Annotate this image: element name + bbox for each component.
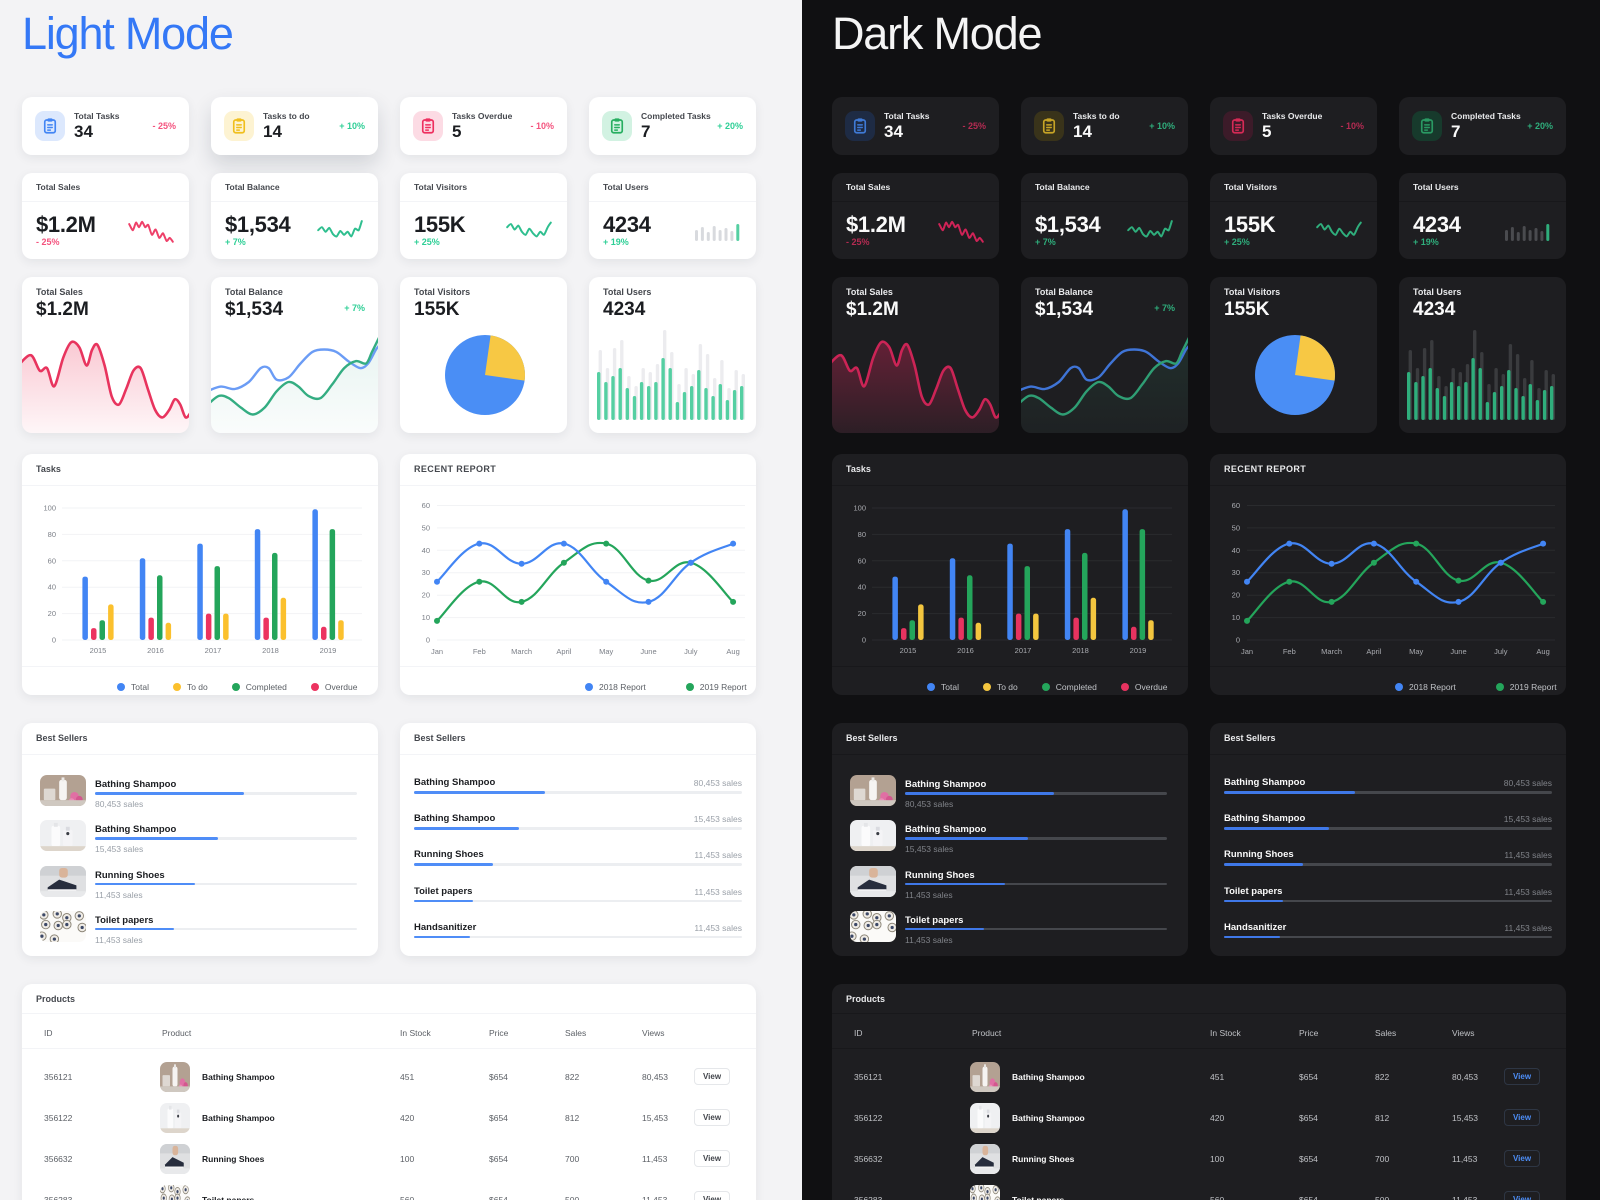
svg-text:40: 40 (48, 583, 56, 592)
svg-text:April: April (556, 647, 571, 656)
svg-text:40: 40 (858, 583, 866, 592)
svg-text:2018: 2018 (262, 646, 279, 655)
svg-text:100: 100 (43, 504, 56, 513)
svg-text:2019: 2019 (320, 646, 337, 655)
svg-text:June: June (640, 647, 656, 656)
svg-text:10: 10 (1232, 613, 1240, 622)
svg-text:Feb: Feb (473, 647, 486, 656)
svg-text:0: 0 (1236, 636, 1240, 645)
svg-text:Aug: Aug (726, 647, 739, 656)
svg-text:0: 0 (52, 636, 56, 645)
svg-text:20: 20 (48, 609, 56, 618)
svg-text:50: 50 (1232, 523, 1240, 532)
svg-text:2019: 2019 (1130, 646, 1147, 655)
svg-text:20: 20 (422, 591, 430, 600)
svg-text:June: June (1450, 647, 1466, 656)
svg-text:2015: 2015 (90, 646, 107, 655)
svg-text:40: 40 (422, 546, 430, 555)
svg-text:April: April (1366, 647, 1381, 656)
svg-text:30: 30 (1232, 568, 1240, 577)
svg-text:Feb: Feb (1283, 647, 1296, 656)
svg-text:0: 0 (862, 636, 866, 645)
svg-text:0: 0 (426, 636, 430, 645)
svg-text:2017: 2017 (1015, 646, 1032, 655)
svg-text:2018: 2018 (1072, 646, 1089, 655)
svg-text:100: 100 (853, 504, 866, 513)
svg-text:60: 60 (48, 556, 56, 565)
svg-text:March: March (511, 647, 532, 656)
svg-text:Jan: Jan (431, 647, 443, 656)
svg-text:40: 40 (1232, 546, 1240, 555)
svg-text:July: July (684, 647, 698, 656)
svg-text:80: 80 (858, 530, 866, 539)
svg-text:2016: 2016 (147, 646, 164, 655)
svg-text:20: 20 (1232, 591, 1240, 600)
svg-text:2016: 2016 (957, 646, 974, 655)
svg-text:2015: 2015 (900, 646, 917, 655)
svg-text:March: March (1321, 647, 1342, 656)
svg-text:May: May (599, 647, 613, 656)
svg-text:Jan: Jan (1241, 647, 1253, 656)
svg-text:July: July (1494, 647, 1508, 656)
svg-text:May: May (1409, 647, 1423, 656)
svg-text:20: 20 (858, 609, 866, 618)
svg-text:30: 30 (422, 568, 430, 577)
svg-text:60: 60 (858, 556, 866, 565)
svg-text:Aug: Aug (1536, 647, 1549, 656)
svg-text:80: 80 (48, 530, 56, 539)
svg-text:60: 60 (1232, 501, 1240, 510)
svg-text:60: 60 (422, 501, 430, 510)
svg-text:10: 10 (422, 613, 430, 622)
svg-text:50: 50 (422, 523, 430, 532)
svg-text:2017: 2017 (205, 646, 222, 655)
